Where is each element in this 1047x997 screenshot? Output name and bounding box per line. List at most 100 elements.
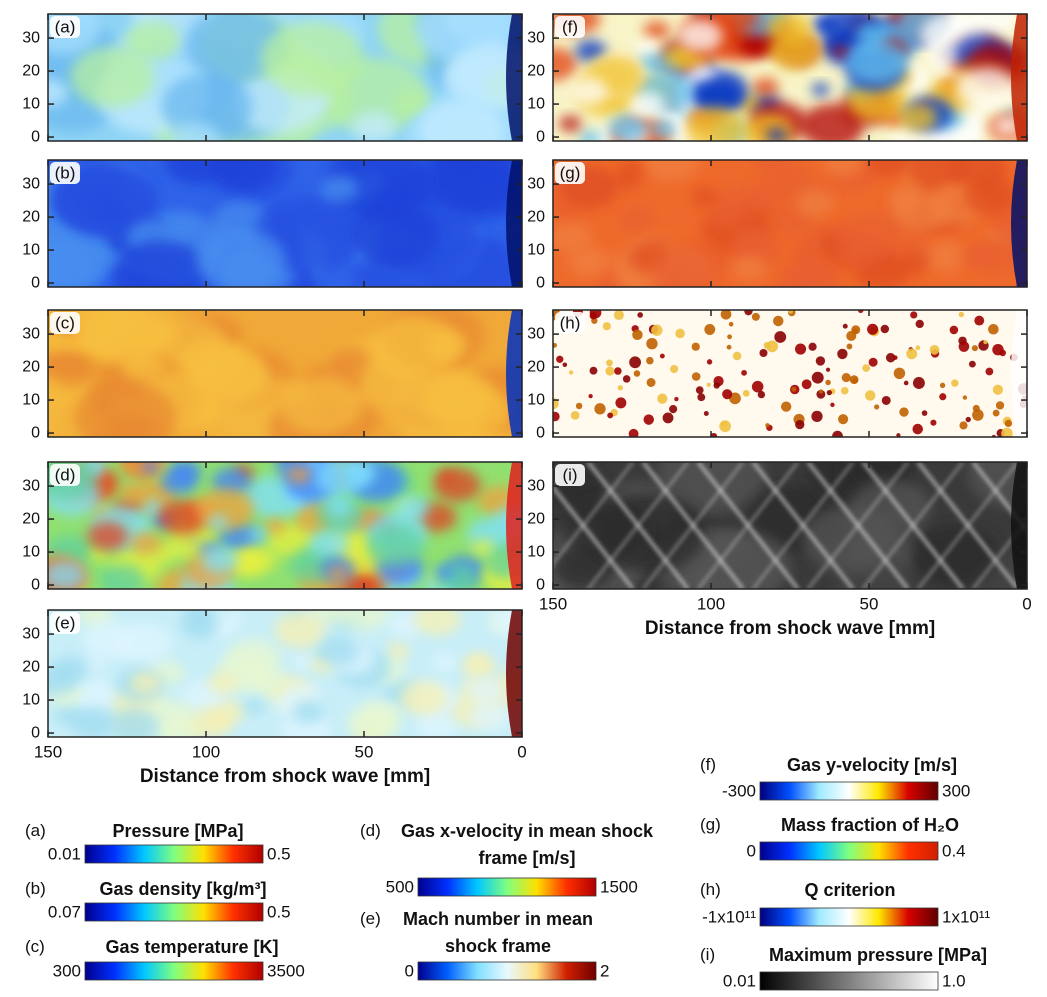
field-blob bbox=[129, 531, 162, 555]
field-blob bbox=[126, 21, 181, 60]
field-blob bbox=[691, 372, 701, 381]
field-blob bbox=[122, 350, 166, 381]
y-tick-label: 20 bbox=[527, 208, 545, 225]
field-blob bbox=[48, 233, 97, 287]
x-tick-label: 100 bbox=[192, 742, 220, 761]
field-blob bbox=[212, 467, 251, 496]
field-blob bbox=[765, 423, 770, 428]
field-blob bbox=[641, 160, 701, 182]
field-blob bbox=[794, 343, 807, 355]
panel-frame bbox=[552, 309, 1028, 438]
field-blob bbox=[874, 404, 880, 410]
legend-panel-label: (e) bbox=[360, 909, 381, 928]
field-blob bbox=[767, 14, 812, 44]
field-blob bbox=[912, 524, 999, 587]
field-blob bbox=[141, 499, 165, 516]
field-blob bbox=[956, 127, 981, 141]
colorbar-title: Gas y-velocity [m/s] bbox=[786, 755, 958, 775]
field-blob bbox=[664, 48, 692, 68]
field-blob bbox=[243, 699, 265, 715]
field-blob bbox=[899, 407, 909, 417]
field-blob bbox=[818, 389, 824, 394]
field-blob bbox=[429, 160, 518, 214]
pressure-track bbox=[862, 462, 964, 589]
field-blob bbox=[706, 382, 711, 387]
field-blob bbox=[606, 359, 613, 367]
field-blob bbox=[605, 366, 615, 376]
field-blob bbox=[434, 565, 454, 580]
pressure-track bbox=[807, 462, 909, 589]
shock-front bbox=[1011, 14, 1027, 141]
field-blob bbox=[320, 175, 358, 202]
field-image bbox=[48, 14, 522, 141]
legend-panel-label: (g) bbox=[700, 815, 721, 834]
field-blob bbox=[795, 420, 805, 430]
colorbar bbox=[417, 961, 597, 981]
field-blob bbox=[556, 355, 564, 363]
field-blob bbox=[834, 213, 902, 262]
field-blob bbox=[881, 395, 891, 405]
field-blob bbox=[929, 53, 954, 71]
field-blob bbox=[915, 319, 924, 329]
y-tick-label: 10 bbox=[22, 391, 40, 408]
y-tick-label: 30 bbox=[527, 477, 545, 494]
panel-label: (h) bbox=[560, 313, 581, 332]
field-blob bbox=[422, 371, 496, 423]
legend-panel-label: (i) bbox=[700, 945, 716, 964]
colorbar-max: 1.0 bbox=[942, 971, 966, 990]
field-background bbox=[553, 310, 1027, 437]
field-blob bbox=[812, 15, 837, 33]
field-blob bbox=[867, 323, 879, 335]
field-blob bbox=[632, 329, 643, 341]
field-blob bbox=[832, 430, 843, 437]
y-tick-label: 10 bbox=[527, 391, 545, 408]
field-blob bbox=[795, 188, 835, 218]
field-blob bbox=[929, 344, 940, 355]
pressure-track bbox=[587, 462, 689, 589]
panel-frame bbox=[47, 13, 523, 142]
y-tick-label: 20 bbox=[22, 208, 40, 225]
field-blob bbox=[622, 375, 631, 383]
panel-frame bbox=[552, 461, 1028, 590]
field-blob bbox=[852, 377, 858, 384]
field-blob bbox=[386, 641, 410, 659]
shock-front bbox=[1011, 310, 1027, 437]
field-blob bbox=[651, 249, 714, 287]
field-blob bbox=[559, 115, 582, 132]
field-blob bbox=[846, 343, 853, 350]
field-blob bbox=[830, 402, 835, 408]
field-blob bbox=[788, 310, 794, 314]
field-blob bbox=[613, 310, 624, 321]
field-blob bbox=[720, 310, 732, 320]
colorbar-title: Gas temperature [K] bbox=[105, 937, 279, 957]
field-blob bbox=[291, 654, 313, 670]
field-blob bbox=[703, 411, 709, 416]
field-blob bbox=[633, 370, 641, 377]
x-tick-label: 0 bbox=[1022, 594, 1031, 613]
panel-frame bbox=[552, 159, 1028, 288]
y-tick-label: 20 bbox=[527, 358, 545, 375]
field-blob bbox=[962, 395, 968, 400]
field-blob bbox=[669, 405, 678, 414]
field-blob bbox=[972, 409, 984, 421]
field-blob bbox=[471, 539, 495, 556]
field-blob bbox=[594, 403, 606, 415]
field-blob bbox=[324, 496, 353, 517]
colorbar-min: 0.01 bbox=[48, 844, 81, 863]
field-blob bbox=[751, 380, 764, 393]
x-tick-label: 150 bbox=[34, 742, 62, 761]
field-blob bbox=[752, 77, 779, 97]
field-blob bbox=[732, 351, 742, 361]
shock-front bbox=[506, 462, 522, 589]
y-tick-label: 10 bbox=[22, 543, 40, 560]
field-blob bbox=[74, 381, 176, 437]
field-blob bbox=[449, 41, 522, 109]
shock-front bbox=[1011, 462, 1027, 589]
y-tick-label: 0 bbox=[31, 274, 40, 291]
field-blob bbox=[885, 352, 896, 363]
field-blob bbox=[62, 169, 155, 236]
field-blob bbox=[99, 564, 145, 589]
field-blob bbox=[369, 316, 459, 380]
field-blob bbox=[774, 164, 814, 193]
field-blob bbox=[888, 185, 924, 211]
